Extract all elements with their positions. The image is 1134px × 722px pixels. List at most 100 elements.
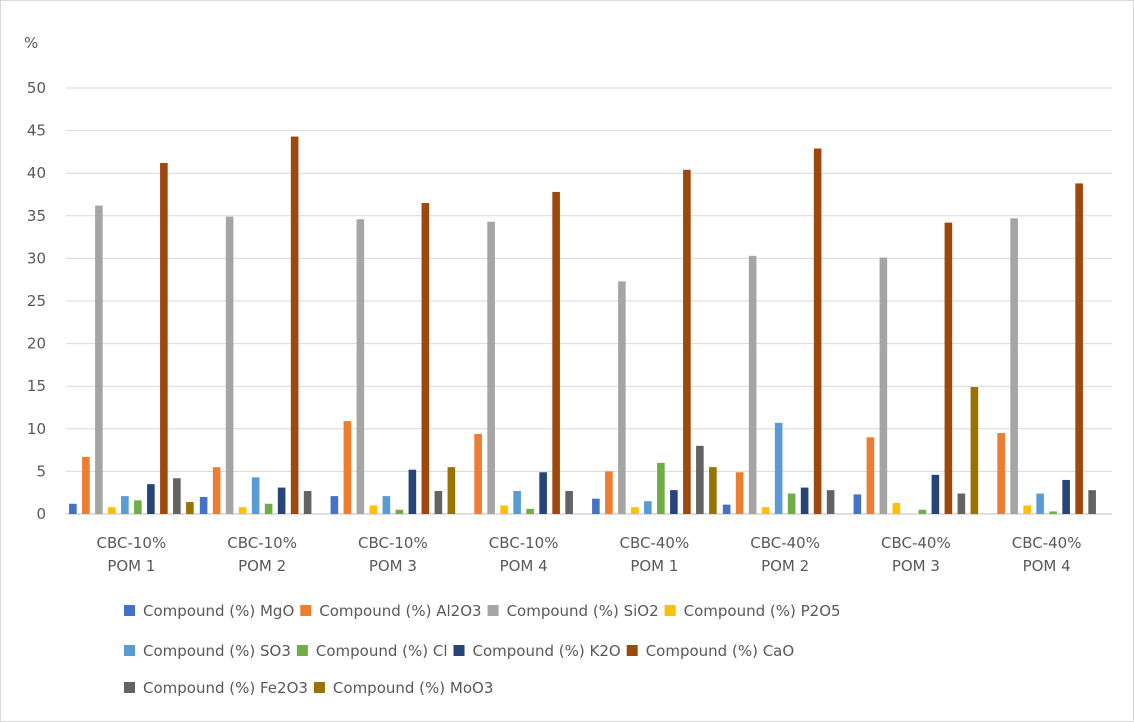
bar [748, 255, 757, 514]
bar [251, 477, 260, 514]
bar [618, 281, 626, 514]
legend-swatch [487, 605, 499, 616]
bar [277, 487, 286, 514]
bar [709, 467, 717, 514]
bars [69, 136, 1096, 515]
bar [303, 490, 312, 514]
bar [539, 472, 547, 514]
y-tick-label: 45 [27, 122, 46, 140]
bar [931, 474, 940, 514]
bar [1049, 511, 1057, 514]
bar [696, 445, 704, 514]
bar [186, 502, 194, 514]
y-tick-label: 25 [27, 292, 46, 310]
bar [369, 505, 378, 514]
legend-label: Compound (%) SiO2 [507, 602, 659, 620]
bar [657, 462, 665, 514]
category-label: CBC-40% POM 1 [620, 534, 690, 575]
bar [800, 487, 809, 514]
bar [108, 507, 116, 514]
bar [356, 219, 365, 514]
bar [1023, 505, 1031, 514]
bar [826, 490, 835, 514]
bar [735, 472, 744, 514]
bar [866, 437, 875, 514]
y-tick-label: 0 [36, 505, 46, 523]
y-tick-label: 10 [27, 420, 46, 438]
category-label: CBC-10% POM 2 [227, 534, 297, 575]
x-tick-labels: CBC-10% POM 1 CBC-10% POM 2 CBC-10% POM 3 CBC-… [97, 534, 1082, 575]
bar [761, 507, 770, 514]
bar [670, 490, 678, 514]
bar [147, 484, 155, 514]
bar [225, 216, 234, 515]
legend-label: Compound (%) Al2O3 [319, 602, 481, 620]
bar [264, 503, 273, 514]
legend-label: Compound (%) MgO [143, 602, 294, 620]
bar [447, 467, 456, 514]
bar [787, 493, 796, 514]
y-tick-label: 5 [36, 462, 46, 480]
bar [474, 433, 482, 514]
bar [343, 421, 352, 514]
bar [134, 500, 142, 514]
y-tick-labels: 0 5 10 15 20 25 30 35 40 45 50 [27, 79, 46, 523]
bar [970, 387, 979, 514]
bar [592, 498, 600, 514]
bar [813, 148, 822, 514]
bar [160, 162, 168, 514]
y-tick-label: 15 [27, 377, 46, 395]
bar [1010, 218, 1018, 514]
bar [565, 490, 573, 514]
bar [82, 456, 90, 514]
legend-label: Compound (%) CaO [646, 642, 794, 660]
bar [853, 494, 862, 514]
bar [1075, 183, 1083, 514]
bar [382, 496, 391, 514]
bar [879, 257, 888, 514]
legend-swatch [313, 682, 325, 693]
gridlines [66, 87, 1112, 515]
legend-label: Compound (%) Fe2O3 [143, 679, 308, 697]
bar [121, 496, 129, 514]
legend-swatch [664, 605, 676, 616]
bar [290, 136, 299, 514]
bar [500, 505, 508, 514]
legend-label: Compound (%) K2O [473, 642, 621, 660]
category-label: CBC-40% POM 3 [881, 534, 951, 575]
bar [330, 496, 339, 514]
bar [434, 490, 443, 514]
bar [421, 203, 430, 514]
legend-swatch [124, 605, 135, 616]
y-tick-label: 20 [27, 335, 46, 353]
legend-swatch [296, 645, 308, 656]
bar [631, 507, 639, 514]
bar [774, 422, 783, 514]
bar [212, 467, 221, 514]
bar [644, 501, 652, 514]
bar [408, 469, 417, 514]
bar [605, 471, 613, 514]
bar [944, 222, 953, 514]
bar [683, 169, 691, 515]
y-tick-label: 50 [27, 79, 46, 97]
legend-swatch [626, 645, 638, 656]
y-tick-label: 30 [27, 249, 46, 267]
bar [1036, 493, 1044, 514]
bar [487, 221, 495, 514]
legend-swatch [124, 682, 135, 693]
legend: Compound (%) MgO Compound (%) Al2O3 Compou… [124, 602, 841, 697]
bar [997, 433, 1005, 514]
bar [892, 502, 901, 514]
y-axis-label: % [24, 34, 38, 52]
legend-label: Compound (%) Cl [316, 642, 448, 660]
bar [918, 509, 927, 514]
bar [513, 490, 521, 514]
bar [238, 507, 247, 514]
bar [69, 503, 77, 514]
legend-label: Compound (%) MoO3 [333, 679, 493, 697]
legend-label: Compound (%) P2O5 [684, 602, 841, 620]
bar [199, 496, 208, 514]
y-tick-label: 35 [27, 207, 46, 225]
y-tick-label: 40 [27, 164, 46, 182]
